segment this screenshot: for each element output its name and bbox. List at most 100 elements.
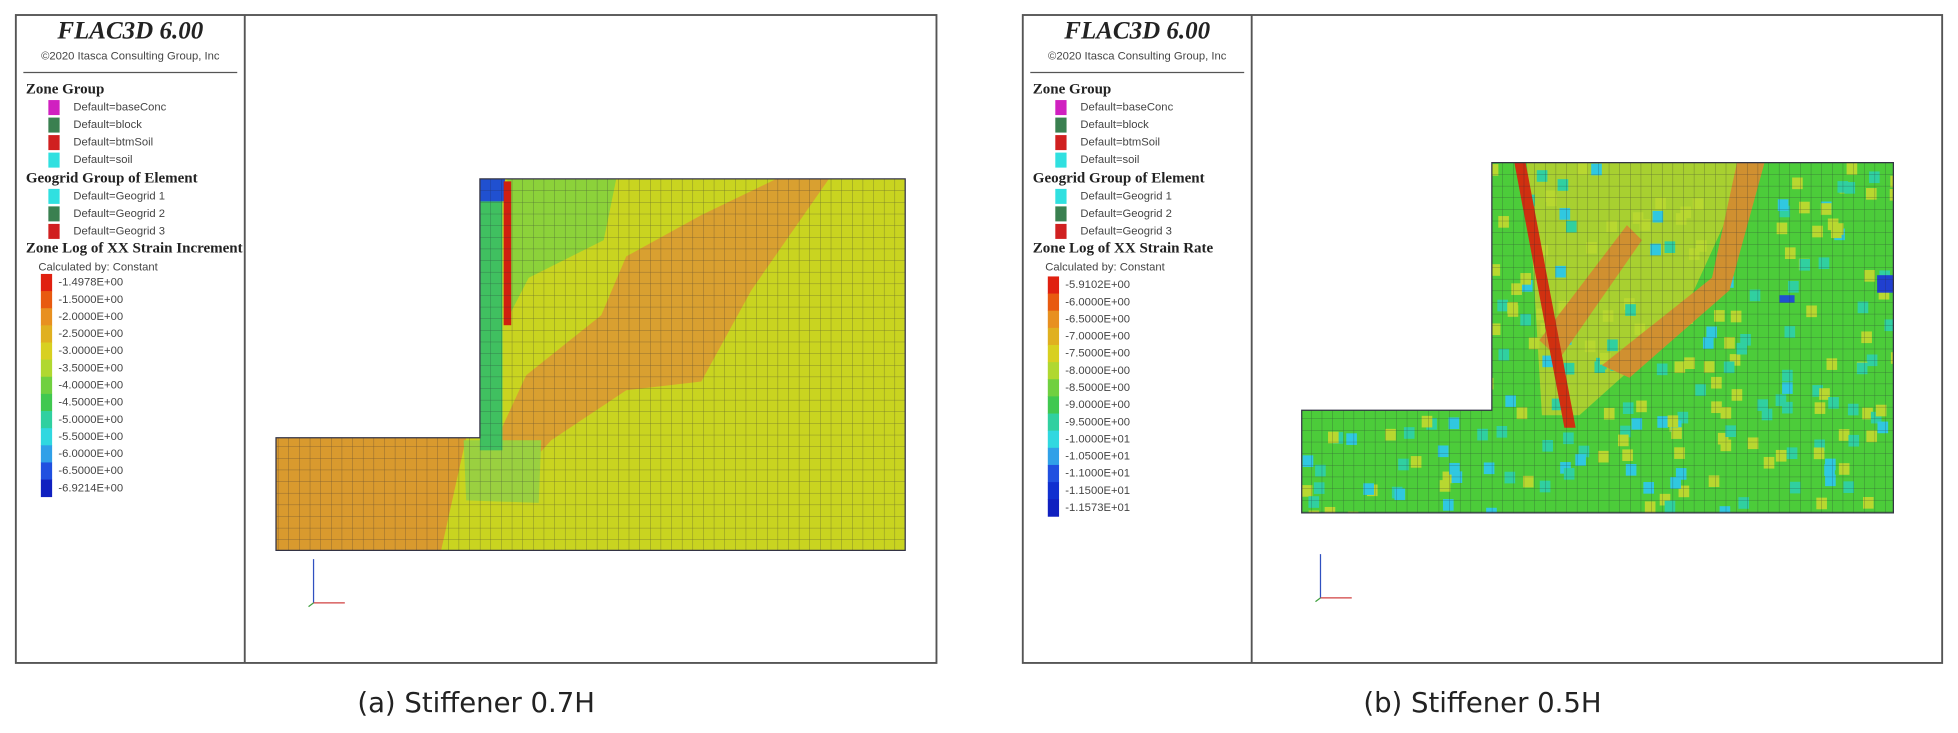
legend-swatch	[48, 188, 60, 204]
legend-label: Default=baseConc	[73, 102, 166, 114]
legend-swatch	[48, 100, 60, 116]
mesh-outline	[1301, 161, 1894, 514]
section-title: Geogrid Group of Element	[1033, 170, 1205, 186]
contour-label: -7.5000E+00	[1065, 348, 1130, 360]
contour-swatch	[40, 273, 53, 292]
contour-plot	[1301, 162, 1894, 513]
legend-label: Default=soil	[73, 154, 132, 166]
contour-title: Zone Log of XX Strain Increment	[26, 240, 243, 256]
contour-swatch	[1047, 293, 1060, 312]
legend-swatch	[1055, 135, 1067, 151]
legend-swatch	[48, 117, 60, 133]
contour-label: -1.1000E+01	[1065, 468, 1130, 480]
legend-label: Default=Geogrid 3	[73, 225, 165, 237]
contour-swatch	[1047, 276, 1060, 294]
legend-swatch	[1055, 206, 1067, 222]
contour-swatch	[40, 393, 53, 412]
mesh-outline	[275, 178, 906, 552]
contour-label: -6.0000E+00	[58, 448, 123, 460]
contour-swatch	[1047, 396, 1060, 414]
contour-swatch	[1047, 327, 1060, 346]
contour-swatch	[40, 462, 53, 480]
legend-label: Default=btmSoil	[73, 137, 153, 149]
contour-label: -7.0000E+00	[1065, 331, 1130, 343]
legend-swatch	[48, 223, 60, 239]
contour-label: -1.0000E+01	[1065, 433, 1130, 445]
contour-label: -6.0000E+00	[1065, 296, 1130, 308]
legend-swatch	[1055, 188, 1067, 204]
contour-label: -6.9214E+00	[58, 482, 123, 494]
legend-label: Default=Geogrid 3	[1080, 225, 1172, 237]
section-title: Geogrid Group of Element	[26, 170, 198, 186]
legend-label: Default=block	[73, 119, 142, 131]
legend-label: Default=baseConc	[1080, 102, 1173, 114]
contour-swatch	[1047, 413, 1060, 432]
legend-swatch	[1055, 117, 1067, 133]
contour-label: -2.5000E+00	[58, 328, 123, 340]
contour-swatch	[40, 411, 53, 429]
contour-label: -5.9102E+00	[1065, 279, 1130, 291]
legend-label: Default=block	[1080, 119, 1149, 131]
axis-y	[308, 602, 314, 608]
contour-swatch	[40, 376, 53, 395]
contour-swatch	[40, 359, 53, 378]
contour-label: -2.0000E+00	[58, 311, 123, 323]
contour-swatch	[1047, 362, 1060, 380]
contour-label: -3.0000E+00	[58, 345, 123, 357]
copyright: ©2020 Itasca Consulting Group, Inc	[1048, 50, 1227, 62]
legend-label: Default=btmSoil	[1080, 137, 1160, 149]
legend-label: Default=soil	[1080, 154, 1139, 166]
contour-title: Zone Log of XX Strain Rate	[1033, 240, 1214, 256]
contour-label: -4.0000E+00	[58, 379, 123, 391]
contour-label: -1.0500E+01	[1065, 451, 1130, 463]
legend-label: Default=Geogrid 2	[1080, 208, 1172, 220]
contour-swatch	[1047, 464, 1060, 483]
software-title: FLAC3D 6.00	[56, 17, 203, 44]
software-title: FLAC3D 6.00	[1063, 17, 1210, 44]
contour-swatch	[40, 342, 53, 360]
contour-swatch	[40, 479, 53, 498]
contour-label: -6.5000E+00	[58, 465, 123, 477]
legend-label: Default=Geogrid 1	[1080, 190, 1172, 202]
contour-label: -9.5000E+00	[1065, 416, 1130, 428]
contour-label: -3.5000E+00	[58, 362, 123, 374]
contour-subtitle: Calculated by: Constant	[38, 262, 158, 274]
contour-label: -6.5000E+00	[1065, 313, 1130, 325]
contour-label: -8.5000E+00	[1065, 382, 1130, 394]
panel: FLAC3D 6.00 ©2020 Itasca Consulting Group…	[14, 14, 938, 719]
legend-swatch	[48, 152, 60, 168]
contour-swatch	[1047, 482, 1060, 500]
contour-subtitle: Calculated by: Constant	[1045, 262, 1165, 274]
section-title: Zone Group	[26, 81, 105, 97]
contour-swatch	[1047, 499, 1060, 517]
caption: (b) Stiffener 0.5H	[1363, 687, 1601, 719]
legend-swatch	[48, 206, 60, 222]
panel: FLAC3D 6.00 ©2020 Itasca Consulting Group…	[1021, 14, 1944, 719]
contour-label: -9.0000E+00	[1065, 399, 1130, 411]
contour-swatch	[1047, 344, 1060, 363]
contour-swatch	[1047, 430, 1060, 449]
contour-swatch	[1047, 310, 1060, 329]
contour-swatch	[40, 445, 53, 463]
legend-swatch	[1055, 223, 1067, 239]
section-title: Zone Group	[1033, 81, 1111, 97]
contour-swatch	[1047, 447, 1060, 466]
contour-label: -4.5000E+00	[58, 397, 123, 409]
contour-label: -1.1500E+01	[1065, 485, 1130, 497]
legend-swatch	[1055, 100, 1067, 116]
contour-label: -1.1573E+01	[1065, 502, 1130, 514]
contour-swatch	[40, 428, 53, 446]
contour-label: -8.0000E+00	[1065, 365, 1130, 377]
contour-label: -1.5000E+00	[58, 294, 123, 306]
contour-swatch	[1047, 379, 1060, 397]
legend-swatch	[48, 135, 60, 151]
copyright: ©2020 Itasca Consulting Group, Inc	[41, 50, 220, 62]
legend-label: Default=Geogrid 1	[73, 190, 165, 202]
legend-swatch	[1055, 152, 1067, 168]
contour-swatch	[40, 291, 53, 309]
caption: (a) Stiffener 0.7H	[357, 687, 595, 719]
contour-label: -1.4978E+00	[58, 277, 123, 289]
contour-plot	[276, 178, 906, 551]
